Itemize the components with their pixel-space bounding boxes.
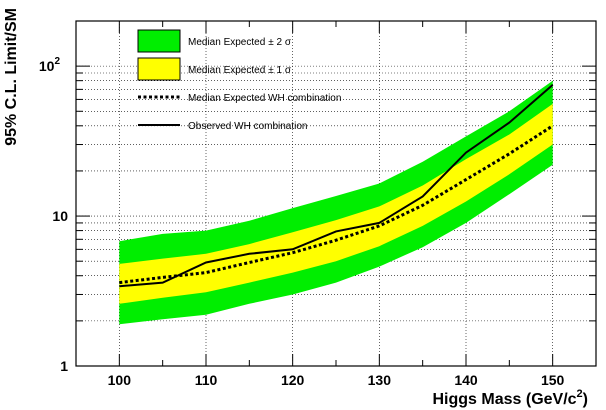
legend-label: Median Expected WH combination (188, 93, 341, 104)
legend-swatch (137, 57, 181, 81)
observed-line (119, 84, 554, 288)
band-1sigma-area (119, 103, 553, 304)
x-axis-title-sup: 2 (577, 388, 583, 400)
x-tick-label: 120 (281, 372, 305, 388)
axis-ticks (75, 20, 597, 367)
x-tick-label: 130 (368, 372, 392, 388)
x-axis-title: Higgs Mass (GeV/c2) (433, 388, 589, 408)
series-lines (119, 84, 554, 288)
y-tick-label: 102 (39, 56, 61, 74)
legend-label-text: Median Expected (188, 37, 265, 48)
x-tick-label: 150 (541, 372, 565, 388)
x-tick-label: 100 (108, 372, 132, 388)
gridlines (76, 20, 596, 367)
y-axis-title: 95% C.L. Limit/SM (3, 8, 20, 146)
y-tick-label: 1 (60, 358, 68, 374)
legend-label-sigma: ± 1 σ (268, 65, 292, 76)
legend-label: Median Expected ± 1 σ (188, 65, 292, 76)
y-tick-label-base: 10 (39, 58, 55, 74)
legend-label-text: Median Expected WH combination (188, 93, 341, 104)
y-tick-label: 10 (52, 208, 68, 224)
legend-swatch (137, 29, 181, 53)
legend-entry-observed: Observed WH combination (138, 121, 308, 132)
y-tick-label-exponent: 2 (54, 56, 60, 67)
expected-line (119, 124, 554, 285)
x-axis-title-main: Higgs Mass (GeV/c (433, 391, 577, 408)
x-axis-title-close: ) (583, 391, 588, 408)
legend-label-text: Observed WH combination (188, 121, 308, 132)
legend-label: Observed WH combination (188, 121, 308, 132)
x-tick-label: 140 (454, 372, 478, 388)
legend-entry-band2: Median Expected ± 2 σ (137, 29, 292, 53)
band-1sigma (119, 103, 553, 304)
legend-label-text: Median Expected (188, 65, 265, 76)
x-tick-label: 110 (195, 372, 218, 388)
legend-entry-expected: Median Expected WH combination (138, 93, 341, 104)
legend-label: Median Expected ± 2 σ (188, 37, 292, 48)
legend-entry-band1: Median Expected ± 1 σ (137, 57, 292, 81)
legend-label-sigma: ± 2 σ (268, 37, 292, 48)
